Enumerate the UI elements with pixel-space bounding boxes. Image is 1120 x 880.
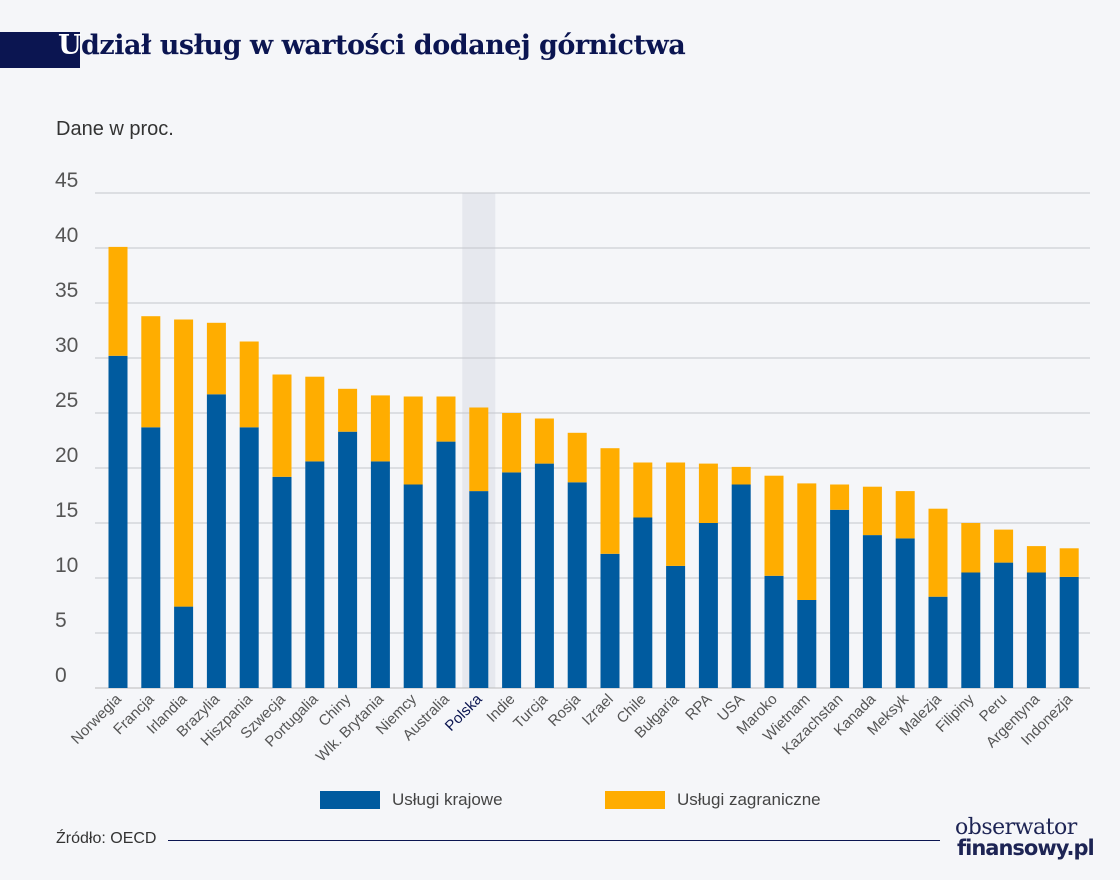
logo-line2: finansowy.pl — [957, 836, 1095, 860]
bar-foreign — [469, 407, 489, 492]
bar-domestic — [830, 509, 850, 688]
bar-domestic — [141, 427, 161, 688]
legend-item-foreign: Usługi zagraniczne — [605, 790, 821, 810]
bar-foreign — [108, 246, 128, 356]
x-tick-label: Filipiny — [933, 690, 978, 735]
source-divider — [168, 840, 940, 841]
bar-domestic — [600, 553, 620, 688]
bar-foreign — [961, 523, 981, 573]
bar-domestic — [698, 523, 718, 688]
bar-foreign — [239, 341, 259, 428]
bar-domestic — [567, 482, 587, 688]
y-tick-label: 30 — [55, 334, 78, 357]
bar-domestic — [534, 463, 554, 688]
y-tick-label: 10 — [55, 554, 78, 577]
bar-foreign — [141, 316, 161, 428]
x-tick-label: Rosja — [545, 690, 585, 730]
bar-foreign — [830, 484, 850, 510]
bar-foreign — [797, 483, 817, 600]
bar-foreign — [502, 413, 522, 473]
bar-foreign — [338, 388, 358, 432]
unit-label: Dane w proc. — [56, 118, 174, 140]
bar-foreign — [698, 463, 718, 523]
bar-foreign — [534, 418, 554, 464]
bar-foreign — [567, 432, 587, 483]
x-tick-label: RPA — [682, 691, 715, 724]
bar-domestic — [403, 484, 423, 688]
bar-foreign — [895, 491, 915, 539]
y-tick-label: 40 — [55, 224, 78, 247]
legend-label: Usługi krajowe — [392, 790, 503, 809]
y-tick-label: 15 — [55, 499, 78, 522]
bar-foreign — [206, 322, 226, 395]
bar-domestic — [108, 355, 128, 688]
title-first-letter: U — [58, 30, 82, 61]
x-tick-label: Polska — [442, 690, 486, 734]
y-tick-label: 45 — [55, 169, 78, 192]
logo-line1: obserwator — [955, 815, 1077, 840]
legend-label: Usługi zagraniczne — [677, 790, 821, 809]
title-rest: dział usług w wartości dodanej górnictwa — [81, 30, 686, 61]
bar-domestic — [731, 484, 751, 688]
bar-domestic — [305, 461, 325, 688]
x-tick-label: Izrael — [579, 691, 617, 729]
bar-foreign — [305, 376, 325, 462]
bar-domestic — [436, 441, 456, 688]
bar-domestic — [797, 600, 817, 688]
bar-domestic — [206, 394, 226, 688]
bar-domestic — [633, 517, 653, 688]
logo[interactable]: obserwator finansowy.pl — [955, 815, 1095, 860]
bar-domestic — [370, 461, 390, 688]
y-tick-label: 20 — [55, 444, 78, 467]
bar-foreign — [666, 462, 686, 566]
source-note: Źródło: OECD — [56, 830, 157, 847]
bar-domestic — [895, 538, 915, 688]
bar-foreign — [994, 529, 1014, 563]
legend-item-domestic: Usługi krajowe — [320, 790, 503, 810]
title-accent-block — [0, 32, 80, 68]
chart-title: Udział usług w wartości dodanej górnictw… — [58, 30, 686, 61]
bar-foreign — [633, 462, 653, 518]
y-tick-label: 35 — [55, 279, 78, 302]
x-tick-label: Turcja — [510, 690, 552, 732]
bar-foreign — [272, 374, 292, 477]
bar-domestic — [764, 575, 784, 688]
bar-domestic — [338, 431, 358, 688]
bar-domestic — [928, 596, 948, 688]
bar-foreign — [436, 396, 456, 442]
bar-domestic — [862, 535, 882, 688]
bar-foreign — [731, 466, 751, 485]
bar-foreign — [403, 396, 423, 485]
bar-domestic — [174, 606, 194, 688]
bar-foreign — [764, 475, 784, 576]
bar-domestic — [1059, 576, 1079, 688]
bar-domestic — [666, 565, 686, 688]
bar-domestic — [239, 427, 259, 688]
bar-foreign — [928, 508, 948, 597]
bar-foreign — [862, 486, 882, 536]
y-tick-label: 0 — [55, 664, 67, 687]
legend-swatch-domestic — [320, 791, 380, 809]
bar-foreign — [370, 395, 390, 462]
y-tick-label: 25 — [55, 389, 78, 412]
bar-domestic — [272, 476, 292, 688]
y-tick-label: 5 — [55, 609, 67, 632]
bar-domestic — [961, 572, 981, 688]
bar-domestic — [502, 472, 522, 688]
bar-domestic — [994, 562, 1014, 688]
bar-domestic — [469, 491, 489, 688]
bar-foreign — [174, 319, 194, 607]
legend-swatch-foreign — [605, 791, 665, 809]
bar-foreign — [1026, 546, 1046, 573]
bar-foreign — [1059, 548, 1079, 577]
bar-foreign — [600, 448, 620, 554]
bar-domestic — [1026, 572, 1046, 688]
